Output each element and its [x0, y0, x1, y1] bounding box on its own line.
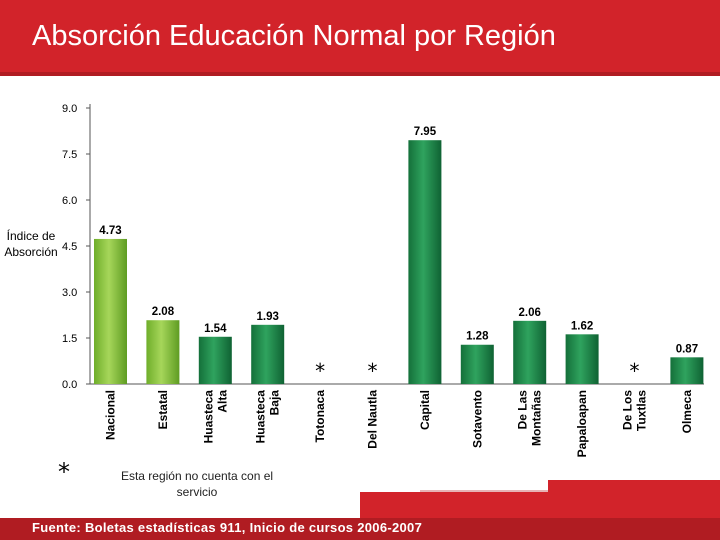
y-tick-label: 4.5: [62, 241, 77, 253]
data-label: 2.06: [519, 307, 541, 319]
y-tick-label: 9.0: [62, 103, 77, 115]
y-tick-label: 6.0: [62, 195, 77, 207]
footnote-line2: servicio: [176, 485, 218, 499]
bar: [565, 334, 599, 384]
category-label: Capital: [418, 390, 432, 430]
footnote-asterisk: *: [58, 458, 70, 486]
bar: [198, 336, 232, 384]
data-label: 0.87: [676, 343, 698, 355]
bar-chart: 0.0 1.5 3.0 4.5 6.0 7.5 9.0 4.73 Nacional 2.08 Est…: [62, 103, 704, 457]
category-label: Olmeca: [680, 390, 694, 434]
category-label: Papaloapan: [575, 390, 589, 457]
decorative-block: [360, 492, 720, 518]
data-label: 7.95: [414, 126, 437, 138]
category-label: Del Nautla: [366, 390, 380, 449]
bar: [146, 320, 180, 384]
bar: [94, 238, 127, 384]
category-label: Huasteca: [254, 390, 268, 444]
category-label: Nacional: [104, 390, 118, 440]
bar: [408, 140, 442, 384]
category-label: Sotavento: [470, 390, 484, 448]
category-label: Estatal: [156, 390, 170, 429]
footnote-line1: Esta región no cuenta con el: [120, 469, 274, 483]
y-axis-label-line2: Absorción: [4, 245, 58, 259]
data-label: 1.54: [204, 323, 227, 335]
page-title: Absorción Educación Normal por Región: [32, 20, 556, 52]
category-label: Montañas: [530, 390, 544, 446]
y-axis-label-line1: Índice de: [6, 229, 56, 243]
y-tick-label: 7.5: [62, 149, 77, 161]
y-tick-label: 1.5: [62, 333, 77, 345]
category-label: De Los: [621, 390, 635, 430]
category-label: Totonaca: [313, 390, 327, 443]
data-label: 1.28: [466, 331, 489, 343]
bar: [513, 320, 547, 384]
data-label: 2.08: [152, 306, 175, 318]
decorative-block-small: [548, 480, 720, 492]
data-label: 1.62: [571, 320, 593, 332]
category-label: Baja: [268, 390, 282, 416]
footer-bar: [0, 518, 720, 540]
bar: [460, 344, 494, 384]
no-service-asterisk: *: [315, 359, 325, 383]
data-label: 1.93: [257, 311, 279, 323]
category-label: Huasteca: [201, 390, 215, 444]
bar: [251, 324, 285, 384]
title-bar: [0, 0, 720, 76]
category-label: Alta: [215, 390, 229, 413]
bar: [670, 357, 704, 384]
no-service-asterisk: *: [630, 359, 640, 383]
no-service-asterisk: *: [368, 359, 378, 383]
category-label: Tuxtlas: [635, 390, 649, 431]
footnote-text: Esta región no cuenta con el servicio: [92, 468, 302, 500]
y-tick-label: 0.0: [62, 379, 77, 391]
y-tick-label: 3.0: [62, 287, 77, 299]
y-axis-label: Índice de Absorción: [0, 228, 62, 260]
category-label: De Las: [516, 390, 530, 430]
source-note: Fuente: Boletas estadísticas 911, Inicio…: [32, 520, 423, 535]
data-label: 4.73: [99, 225, 121, 237]
